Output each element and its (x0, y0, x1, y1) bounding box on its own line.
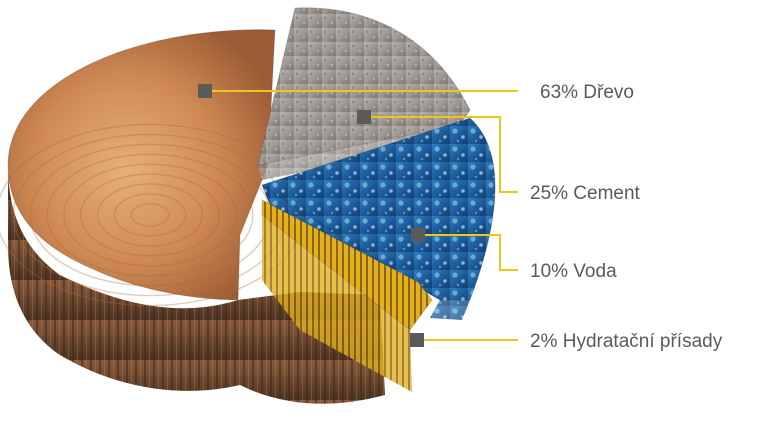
slice-marker-hydrata-n-p-sady (410, 333, 424, 347)
wood-ring (63, 163, 237, 267)
slice-hydrata-n-p-sady (261, 199, 433, 331)
slice-cement (257, 7, 471, 166)
leader-line-cement (364, 116, 518, 193)
leader-lines (205, 90, 518, 341)
slice-side-d-evo (8, 165, 385, 404)
wood-ring (46, 153, 254, 277)
slice-marker-voda (411, 228, 425, 242)
slice-label-d-evo: 63% Dřevo (540, 82, 634, 103)
slice-side-voda (430, 300, 470, 320)
slice-marker-cement (357, 110, 371, 124)
slice-label-cement: 25% Cement (530, 183, 641, 204)
pie-slices (0, 7, 496, 404)
slice-marker-d-evo (198, 84, 212, 98)
slice-side-hydrata-n-p-sady (262, 215, 412, 392)
wood-ring (113, 193, 187, 237)
slice-label-voda: 10% Voda (530, 261, 617, 282)
wood-ring (130, 203, 170, 227)
leader-line-voda (418, 234, 518, 271)
slice-label-hydrata-n-p-sady: 2% Hydratační přísady (530, 331, 723, 352)
wood-ring (96, 183, 204, 247)
slice-markers (198, 84, 425, 347)
wood-ring (79, 173, 221, 257)
slice-labels: 63% Dřevo 25% Cement 10% Voda 2% Hydratační… (530, 82, 723, 352)
